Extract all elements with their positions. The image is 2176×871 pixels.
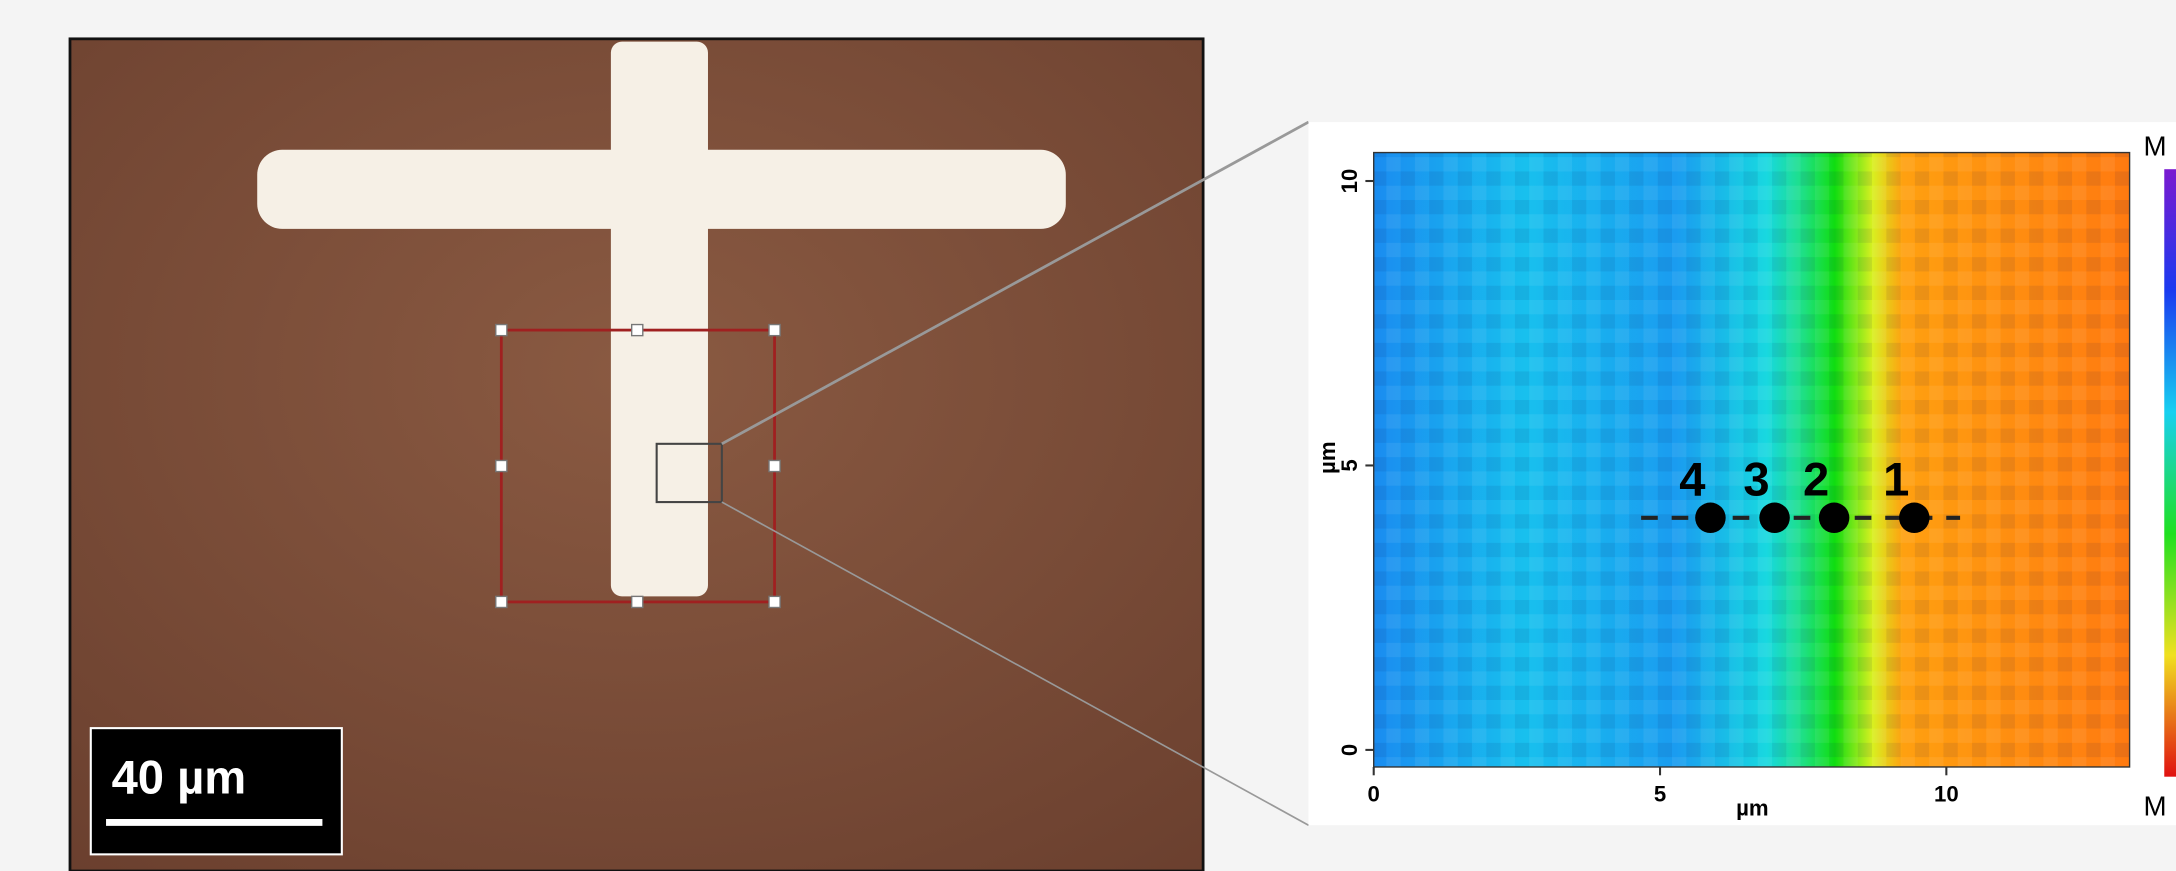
point-label: 4 (1679, 453, 1705, 506)
x-tick-label: 0 (1368, 782, 1380, 807)
micrograph: 40 µm (70, 39, 1203, 871)
x-axis-label: µm (1736, 796, 1769, 821)
colorbar (2164, 169, 2176, 776)
point (1695, 503, 1726, 534)
colorbar-label: M (2143, 130, 2166, 161)
point-label: 1 (1883, 453, 1909, 506)
scale-bar-label: 40 µm (112, 750, 247, 803)
point-label: 3 (1743, 453, 1769, 506)
x-tick-label: 10 (1934, 782, 1959, 807)
point (1899, 503, 1930, 534)
point-label: 2 (1803, 453, 1829, 506)
page: {"scale_bar": "40 µm", "chart_data": {"t… (0, 0, 2176, 871)
y-tick-label: 5 (1337, 459, 1362, 471)
x-tick-label: 5 (1654, 782, 1666, 807)
y-tick-label: 0 (1337, 744, 1362, 756)
colorbar-label: M (2143, 791, 2166, 822)
figure: 40 µm M M µm µm 051005101234 (0, 0, 2176, 871)
point (1759, 503, 1790, 534)
point (1819, 503, 1850, 534)
y-tick-label: 10 (1337, 169, 1362, 194)
